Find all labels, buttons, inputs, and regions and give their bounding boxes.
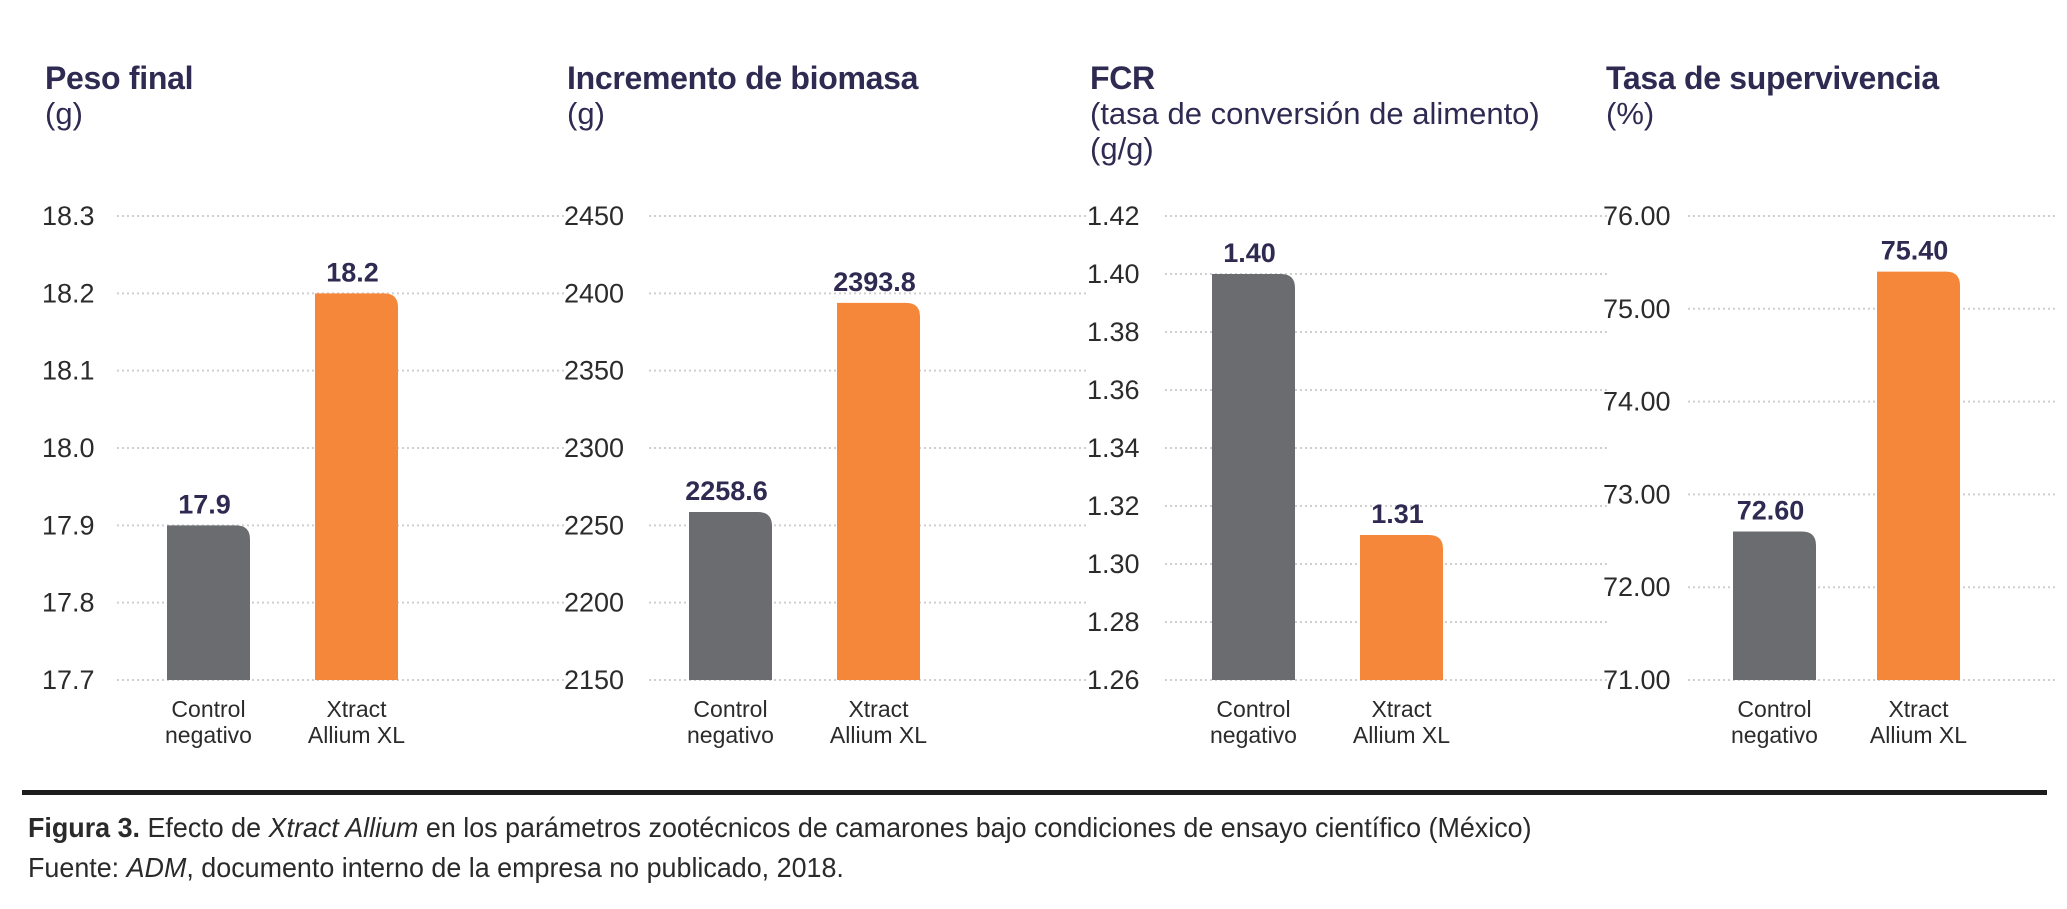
caption-text: Efecto de — [140, 812, 269, 843]
y-tick-label: 1.26 — [1087, 665, 1140, 695]
bar-control-negativo — [167, 525, 250, 680]
data-label: 1.31 — [1371, 499, 1424, 529]
caption-line-1: Figura 3. Efecto de Xtract Allium en los… — [28, 808, 1532, 848]
chart-svg: 17.7 17.8 17.9 18.0 18.1 18.2 18.3 17.9 Controln… — [42, 201, 565, 748]
y-tick-label: 2200 — [564, 588, 624, 618]
x-category-label: Allium XL — [830, 722, 927, 748]
x-category-label: Control — [693, 696, 767, 722]
chart-unit: (%) — [1606, 96, 1655, 131]
bar-xtract-allium-xl — [837, 302, 920, 680]
y-tick-label: 1.28 — [1087, 607, 1140, 637]
y-tick-label: 18.0 — [42, 433, 95, 463]
x-category-label: Xtract — [848, 696, 909, 722]
chart-svg: 1.26 1.28 1.30 1.32 1.34 1.36 1.38 1.40 1.42 1.40… — [1087, 201, 1610, 748]
caption-product-name: Xtract Allium — [268, 812, 419, 843]
y-tick-label: 18.3 — [42, 201, 95, 231]
y-tick-label: 17.9 — [42, 510, 95, 540]
caption-source-text: , documento interno de la empresa no pub… — [186, 852, 844, 883]
bar-xtract-allium-xl — [1360, 535, 1443, 680]
y-tick-label: 2150 — [564, 665, 624, 695]
x-category-label: Allium XL — [1353, 722, 1450, 748]
chart-title: FCR — [1090, 60, 1155, 96]
y-tick-label: 2350 — [564, 356, 624, 386]
y-tick-label: 2400 — [564, 278, 624, 308]
chart-svg: 2150 2200 2250 2300 2350 2400 2450 2258.6 Contro… — [564, 201, 1087, 748]
y-tick-label: 1.36 — [1087, 375, 1140, 405]
caption-divider — [22, 790, 2047, 795]
data-label: 2393.8 — [833, 267, 916, 297]
x-category-label: Control — [171, 696, 245, 722]
x-category-label: Control — [1737, 696, 1811, 722]
caption-text: en los parámetros zootécnicos de camaron… — [418, 812, 1532, 843]
caption-line-2: Fuente: ADM, documento interno de la emp… — [28, 848, 1532, 888]
y-tick-label: 72.00 — [1603, 572, 1671, 602]
chart-title: Tasa de supervivencia — [1606, 60, 1939, 96]
x-category-label: negativo — [165, 722, 252, 748]
chart-svg: 71.00 72.00 73.00 74.00 75.00 76.00 72.60 Contr… — [1603, 201, 2056, 748]
y-tick-label: 2300 — [564, 433, 624, 463]
y-tick-label: 17.8 — [42, 588, 95, 618]
x-category-label: Xtract — [1888, 696, 1949, 722]
y-tick-label: 1.42 — [1087, 201, 1140, 231]
caption-figure-number: Figura 3. — [28, 812, 141, 843]
chart-unit-line-1: (tasa de conversión de alimento) — [1090, 96, 1540, 131]
chart-panel-tasa-supervivencia: Tasa de supervivencia (%) 71.00 72.00 73.0… — [1603, 0, 2056, 780]
y-tick-label: 71.00 — [1603, 665, 1671, 695]
chart-panel-peso-final: Peso final (g) 17.7 17.8 17.9 18.0 18.1 18.2 1… — [42, 0, 565, 780]
y-tick-label: 75.00 — [1603, 294, 1671, 324]
caption-source-label: Fuente: — [28, 852, 127, 883]
bar-xtract-allium-xl — [1877, 271, 1960, 680]
y-tick-label: 1.40 — [1087, 259, 1140, 289]
chart-title: Incremento de biomasa — [567, 60, 919, 96]
x-category-label: Xtract — [1371, 696, 1432, 722]
x-category-label: Allium XL — [1870, 722, 1967, 748]
data-label: 75.40 — [1881, 236, 1949, 266]
x-category-label: negativo — [687, 722, 774, 748]
data-label: 72.60 — [1737, 496, 1805, 526]
y-tick-label: 2450 — [564, 201, 624, 231]
data-label: 18.2 — [326, 257, 379, 287]
chart-unit: (g) — [45, 96, 83, 131]
chart-panel-fcr: FCR (tasa de conversión de alimento) (g/… — [1087, 0, 1610, 780]
bar-xtract-allium-xl — [315, 293, 398, 680]
bar-control-negativo — [1212, 274, 1295, 680]
chart-unit: (g) — [567, 96, 605, 131]
y-tick-label: 2250 — [564, 510, 624, 540]
x-category-label: Control — [1216, 696, 1290, 722]
y-tick-label: 76.00 — [1603, 201, 1671, 231]
y-tick-label: 1.30 — [1087, 549, 1140, 579]
y-tick-label: 1.32 — [1087, 491, 1140, 521]
y-tick-label: 73.00 — [1603, 479, 1671, 509]
y-tick-label: 1.38 — [1087, 317, 1140, 347]
chart-panel-incremento-biomasa: Incremento de biomasa (g) 2150 2200 2250 23… — [564, 0, 1087, 780]
y-tick-label: 18.2 — [42, 278, 95, 308]
x-category-label: Allium XL — [308, 722, 405, 748]
bar-control-negativo — [1733, 531, 1816, 680]
figure-caption: Figura 3. Efecto de Xtract Allium en los… — [28, 808, 1532, 888]
x-category-label: negativo — [1731, 722, 1818, 748]
y-tick-label: 74.00 — [1603, 387, 1671, 417]
data-label: 1.40 — [1223, 238, 1276, 268]
y-tick-label: 17.7 — [42, 665, 95, 695]
chart-unit-line-2: (g/g) — [1090, 131, 1154, 166]
data-label: 17.9 — [178, 489, 231, 519]
x-category-label: negativo — [1210, 722, 1297, 748]
data-label: 2258.6 — [685, 476, 768, 506]
chart-title: Peso final — [45, 60, 194, 96]
x-category-label: Xtract — [326, 696, 387, 722]
y-tick-label: 18.1 — [42, 356, 95, 386]
bar-control-negativo — [689, 512, 772, 680]
y-tick-label: 1.34 — [1087, 433, 1140, 463]
caption-source-name: ADM — [126, 852, 187, 883]
